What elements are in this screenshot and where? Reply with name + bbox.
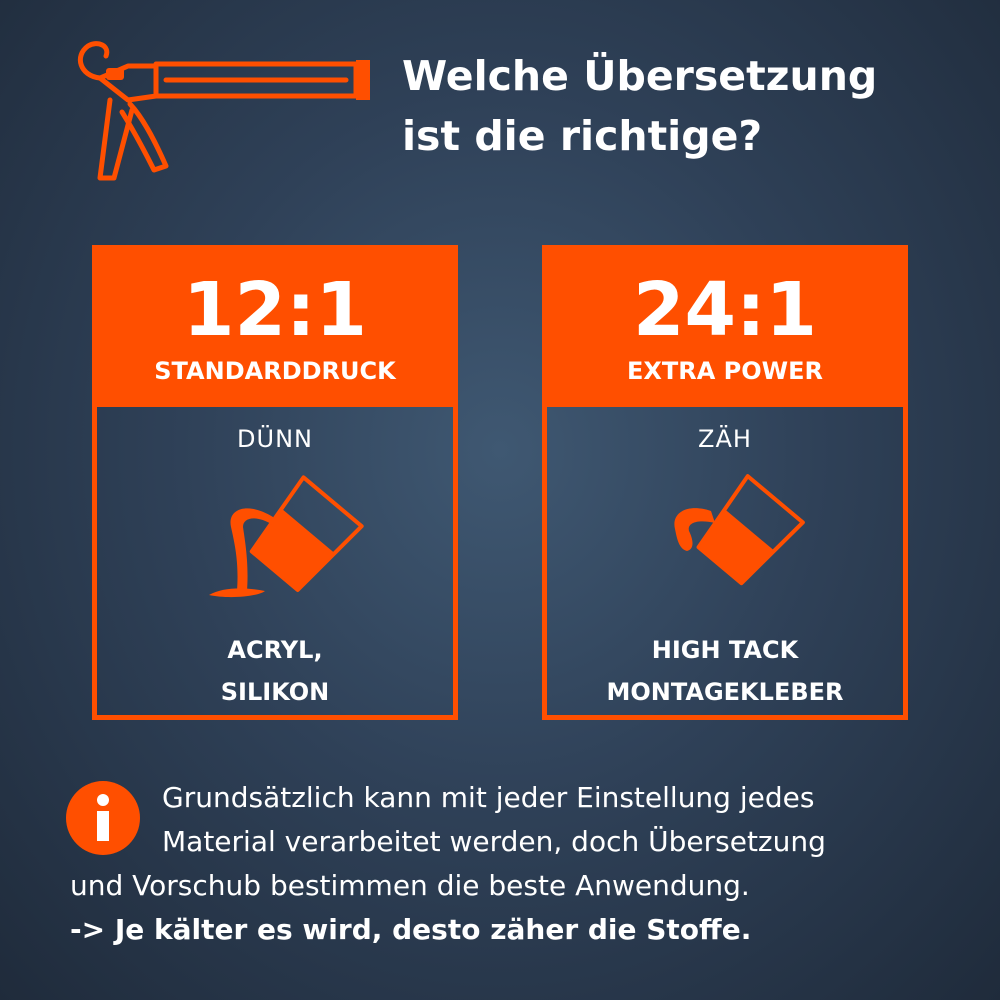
materials-label: HIGH TACK MONTAGEKLEBER: [547, 629, 903, 713]
pouring-thin-liquid-icon: [209, 475, 364, 598]
info-line-1: Grundsätzlich kann mit jeder Einstellung…: [162, 781, 815, 814]
caulking-gun-icon: [77, 41, 370, 181]
materials-line-1: ACRYL,: [227, 636, 323, 664]
info-icon: [66, 781, 140, 855]
materials-line-2: MONTAGEKLEBER: [606, 678, 844, 706]
consistency-label: ZÄH: [698, 425, 752, 453]
mode-label: STANDARDDRUCK: [154, 357, 396, 385]
info-line-3: und Vorschub bestimmen die beste Anwendu…: [70, 869, 750, 902]
info-line-4: -> Je kälter es wird, desto zäher die St…: [70, 913, 752, 946]
title-line-1: Welche Übersetzung: [402, 52, 878, 100]
card-extra-power: 24:1 EXTRA POWER ZÄH HIGH TACK MONTAGEKL…: [542, 245, 908, 720]
consistency-label: DÜNN: [237, 425, 313, 453]
info-note: Grundsätzlich kann mit jeder Einstellung…: [70, 776, 950, 952]
card-header: 24:1 EXTRA POWER: [542, 245, 908, 407]
materials-line-2: SILIKON: [220, 678, 330, 706]
ratio-label: 24:1: [632, 267, 818, 353]
materials-line-1: HIGH TACK: [651, 636, 799, 664]
ratio-label: 12:1: [182, 267, 368, 353]
materials-label: ACRYL, SILIKON: [97, 629, 453, 713]
title-line-2: ist die richtige?: [402, 112, 763, 160]
pouring-thick-liquid-icon: [674, 474, 805, 586]
info-line-2: Material verarbeitet werden, doch Überse…: [162, 825, 826, 858]
card-body: ZÄH HIGH TACK MONTAGEKLEBER: [542, 407, 908, 720]
card-body: DÜNN ACRYL, SILIKON: [92, 407, 458, 720]
mode-label: EXTRA POWER: [626, 357, 824, 385]
card-header: 12:1 STANDARDDRUCK: [92, 245, 458, 407]
card-standard-pressure: 12:1 STANDARDDRUCK DÜNN ACRYL, SILIKON: [92, 245, 458, 720]
page-title: Welche Übersetzung ist die richtige?: [402, 46, 962, 166]
